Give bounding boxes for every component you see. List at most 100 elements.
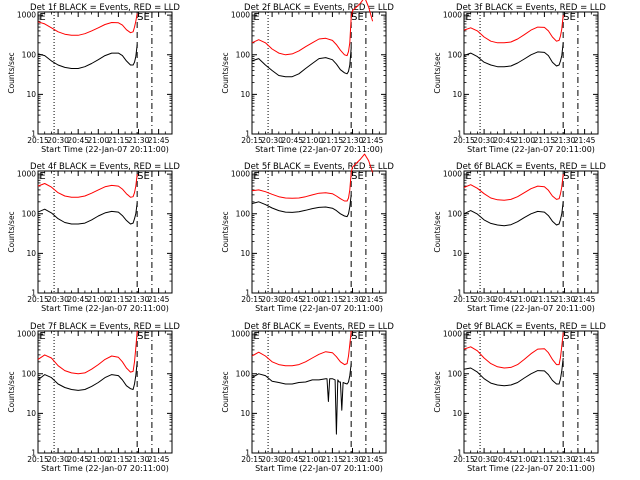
x-axis-label: Start Time (22-Jan-07 20:11:00) bbox=[255, 464, 383, 473]
lld-series-line bbox=[463, 332, 564, 369]
x-tick-label: 20:45 bbox=[67, 455, 89, 464]
x-tick-label: 20:30 bbox=[473, 295, 495, 304]
y-tick-label: 10 bbox=[26, 249, 36, 258]
panel-title: Det 2f BLACK = Events, RED = LLD bbox=[244, 3, 394, 13]
lld-series-line bbox=[251, 330, 352, 367]
x-tick-label: 21:15 bbox=[108, 136, 130, 145]
annotation-label: E bbox=[253, 331, 259, 342]
y-tick-label: 10 bbox=[452, 90, 462, 99]
y-tick-label: 1000 bbox=[231, 330, 250, 339]
y-tick-label: 1 bbox=[31, 449, 36, 458]
y-tick-label: 10 bbox=[240, 90, 250, 99]
panel-title: Det 5f BLACK = Events, RED = LLD bbox=[244, 162, 394, 172]
annotation-label: E bbox=[39, 331, 45, 342]
x-tick-label: 21:30 bbox=[342, 295, 364, 304]
x-tick-label: 21:30 bbox=[128, 295, 150, 304]
x-axis-label: Start Time (22-Jan-07 20:11:00) bbox=[255, 145, 383, 154]
y-tick-label: 10 bbox=[452, 249, 462, 258]
y-tick-label: 1 bbox=[457, 449, 462, 458]
y-axis-label: Counts/sec bbox=[433, 52, 442, 93]
lld-series-line bbox=[37, 330, 138, 375]
y-tick-label: 1000 bbox=[231, 170, 250, 179]
annotation-label: SE bbox=[563, 331, 576, 342]
x-tick-label: 21:15 bbox=[534, 455, 556, 464]
x-tick-label: 20:45 bbox=[493, 136, 515, 145]
x-tick-label: 20:30 bbox=[473, 136, 495, 145]
annotation-label: E bbox=[253, 12, 259, 23]
annotation-label: SE bbox=[563, 12, 576, 23]
panel-title: Det 9f BLACK = Events, RED = LLD bbox=[456, 322, 606, 332]
events-series-line bbox=[37, 44, 138, 69]
lld-series-line bbox=[251, 153, 374, 202]
x-tick-label: 20:45 bbox=[493, 295, 515, 304]
x-tick-label: 21:00 bbox=[87, 295, 109, 304]
y-tick-label: 10 bbox=[26, 90, 36, 99]
x-tick-label: 21:30 bbox=[128, 455, 150, 464]
y-tick-label: 100 bbox=[236, 209, 251, 218]
y-axis-label: Counts/sec bbox=[221, 371, 230, 412]
x-tick-label: 21:45 bbox=[362, 295, 384, 304]
annotation-label: E bbox=[465, 331, 471, 342]
x-tick-label: 21:00 bbox=[513, 136, 535, 145]
detector-panel: Det 5f BLACK = Events, RED = LLD 1 10 100 10… bbox=[221, 153, 394, 313]
panel-title: Det 6f BLACK = Events, RED = LLD bbox=[456, 162, 606, 172]
y-tick-label: 1000 bbox=[443, 170, 462, 179]
y-axis-label: Counts/sec bbox=[433, 371, 442, 412]
detector-panel: Det 4f BLACK = Events, RED = LLD 1 10 100 10… bbox=[7, 162, 180, 313]
x-tick-label: 21:15 bbox=[534, 136, 556, 145]
x-tick-label: 21:45 bbox=[148, 455, 170, 464]
x-tick-label: 21:45 bbox=[148, 295, 170, 304]
events-series-line bbox=[37, 361, 138, 391]
x-tick-label: 20:15 bbox=[241, 455, 263, 464]
detector-panel: Det 7f BLACK = Events, RED = LLD 1 10 100 10… bbox=[7, 322, 180, 473]
x-tick-label: 21:30 bbox=[554, 136, 576, 145]
y-axis-label: Counts/sec bbox=[221, 52, 230, 93]
panel-title: Det 4f BLACK = Events, RED = LLD bbox=[30, 162, 180, 172]
x-tick-label: 21:00 bbox=[513, 455, 535, 464]
events-series-line bbox=[463, 357, 564, 387]
x-tick-label: 20:45 bbox=[281, 455, 303, 464]
panel-title: Det 8f BLACK = Events, RED = LLD bbox=[244, 322, 394, 332]
y-tick-label: 1 bbox=[245, 289, 250, 298]
y-tick-label: 1000 bbox=[443, 11, 462, 20]
y-tick-label: 100 bbox=[448, 369, 463, 378]
y-tick-label: 100 bbox=[448, 50, 463, 59]
detector-panel: Det 6f BLACK = Events, RED = LLD 1 10 100 10… bbox=[433, 162, 606, 313]
x-tick-label: 21:15 bbox=[322, 455, 344, 464]
x-tick-label: 20:45 bbox=[67, 295, 89, 304]
x-tick-label: 20:15 bbox=[27, 136, 49, 145]
x-axis-label: Start Time (22-Jan-07 20:11:00) bbox=[41, 464, 169, 473]
x-tick-label: 20:45 bbox=[281, 136, 303, 145]
x-tick-label: 21:15 bbox=[322, 295, 344, 304]
y-tick-label: 100 bbox=[236, 369, 251, 378]
y-tick-label: 100 bbox=[22, 209, 37, 218]
y-tick-label: 10 bbox=[240, 249, 250, 258]
x-axis-label: Start Time (22-Jan-07 20:11:00) bbox=[41, 304, 169, 313]
x-tick-label: 20:45 bbox=[67, 136, 89, 145]
x-axis-label: Start Time (22-Jan-07 20:11:00) bbox=[255, 304, 383, 313]
y-tick-label: 1 bbox=[245, 449, 250, 458]
y-tick-label: 100 bbox=[22, 50, 37, 59]
detector-panel: Det 1f BLACK = Events, RED = LLD 1 10 100 10… bbox=[7, 3, 180, 154]
annotation-label: E bbox=[39, 12, 45, 23]
x-axis-label: Start Time (22-Jan-07 20:11:00) bbox=[467, 464, 595, 473]
x-tick-label: 21:00 bbox=[301, 455, 323, 464]
annotation-label: E bbox=[465, 171, 471, 182]
y-tick-label: 10 bbox=[26, 409, 36, 418]
y-axis-label: Counts/sec bbox=[7, 211, 16, 252]
panel-title: Det 7f BLACK = Events, RED = LLD bbox=[30, 322, 180, 332]
y-tick-label: 1 bbox=[457, 289, 462, 298]
detector-panel: Det 9f BLACK = Events, RED = LLD 1 10 100 10… bbox=[433, 322, 606, 473]
events-series-line bbox=[463, 201, 564, 227]
x-tick-label: 21:45 bbox=[574, 295, 596, 304]
events-series-line bbox=[251, 194, 352, 218]
x-tick-label: 21:00 bbox=[87, 136, 109, 145]
y-tick-label: 1 bbox=[31, 130, 36, 139]
x-tick-label: 21:45 bbox=[574, 455, 596, 464]
x-tick-label: 21:45 bbox=[362, 136, 384, 145]
x-tick-label: 20:15 bbox=[241, 136, 263, 145]
lld-series-line bbox=[37, 13, 138, 36]
y-tick-label: 1000 bbox=[17, 330, 36, 339]
x-tick-label: 20:15 bbox=[453, 295, 475, 304]
y-tick-label: 100 bbox=[236, 50, 251, 59]
